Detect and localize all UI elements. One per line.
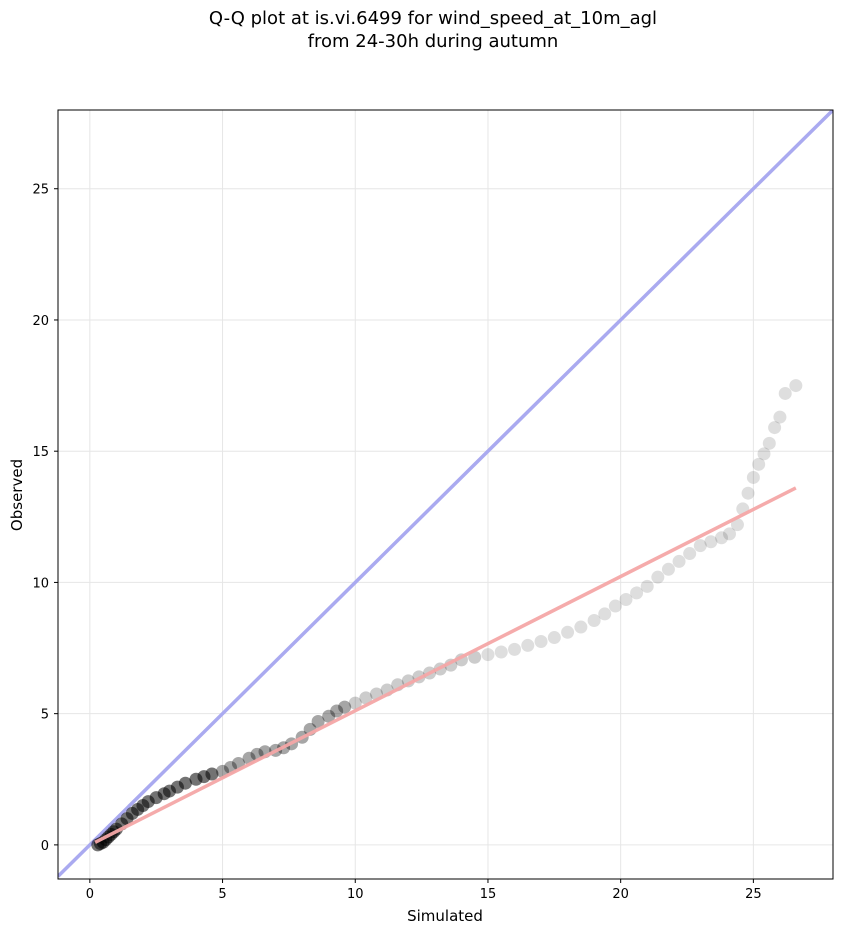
data-point	[768, 421, 782, 435]
y-tick-label: 0	[41, 839, 49, 854]
y-tick-label: 25	[32, 183, 49, 198]
y-tick-label: 15	[32, 445, 49, 460]
x-tick-label: 20	[612, 887, 629, 902]
data-point	[757, 447, 771, 461]
data-point	[746, 470, 760, 484]
data-point	[330, 704, 344, 718]
axes-frame	[57, 109, 834, 880]
data-point	[178, 776, 192, 790]
data-points	[91, 379, 803, 852]
data-point	[730, 518, 744, 532]
grid	[58, 110, 833, 879]
data-point	[773, 410, 787, 424]
y-axis-label: Observed	[8, 459, 26, 531]
data-point	[722, 527, 736, 541]
data-point	[672, 554, 686, 568]
data-point	[481, 648, 495, 662]
ticks: 0 5 10 15 20 25 0 5 10 15 20 25	[32, 183, 761, 902]
y-tick-label: 5	[41, 708, 49, 723]
chart-title: Q-Q plot at is.vi.6499 for wind_speed_at…	[208, 8, 658, 29]
data-point	[651, 570, 665, 584]
data-point	[704, 535, 718, 549]
data-point	[322, 709, 336, 723]
data-point	[561, 625, 575, 639]
data-point	[683, 547, 697, 561]
data-point	[752, 457, 766, 471]
x-axis-label: Simulated	[407, 907, 483, 925]
data-point	[789, 379, 803, 393]
data-point	[762, 436, 776, 450]
data-point	[630, 586, 644, 600]
data-point	[619, 592, 633, 606]
y-tick-label: 20	[32, 314, 49, 329]
data-point	[608, 599, 622, 613]
x-tick-label: 25	[745, 887, 762, 902]
x-tick-label: 15	[480, 887, 497, 902]
data-point	[494, 645, 508, 659]
data-point	[534, 634, 548, 648]
x-tick-label: 0	[86, 887, 94, 902]
chart-subtitle: from 24-30h during autumn	[307, 31, 559, 52]
data-point	[205, 767, 219, 781]
data-point	[311, 715, 325, 729]
data-point	[521, 638, 535, 652]
data-point	[598, 607, 612, 621]
data-point	[348, 696, 362, 710]
data-point	[693, 539, 707, 553]
data-point	[468, 650, 482, 664]
data-point	[547, 631, 561, 645]
data-point	[661, 562, 675, 576]
x-tick-label: 5	[218, 887, 226, 902]
data-point	[640, 579, 654, 593]
data-point	[715, 531, 729, 545]
data-point	[338, 700, 352, 714]
fit-line	[94, 486, 797, 844]
data-point	[778, 386, 792, 400]
data-point	[741, 486, 755, 500]
y-tick-label: 10	[32, 576, 49, 591]
reference-lines	[58, 110, 833, 878]
data-point	[574, 620, 588, 634]
data-point	[359, 691, 373, 705]
data-point	[587, 613, 601, 627]
x-tick-label: 10	[347, 887, 364, 902]
identity-line	[58, 110, 833, 878]
data-point	[508, 642, 522, 656]
